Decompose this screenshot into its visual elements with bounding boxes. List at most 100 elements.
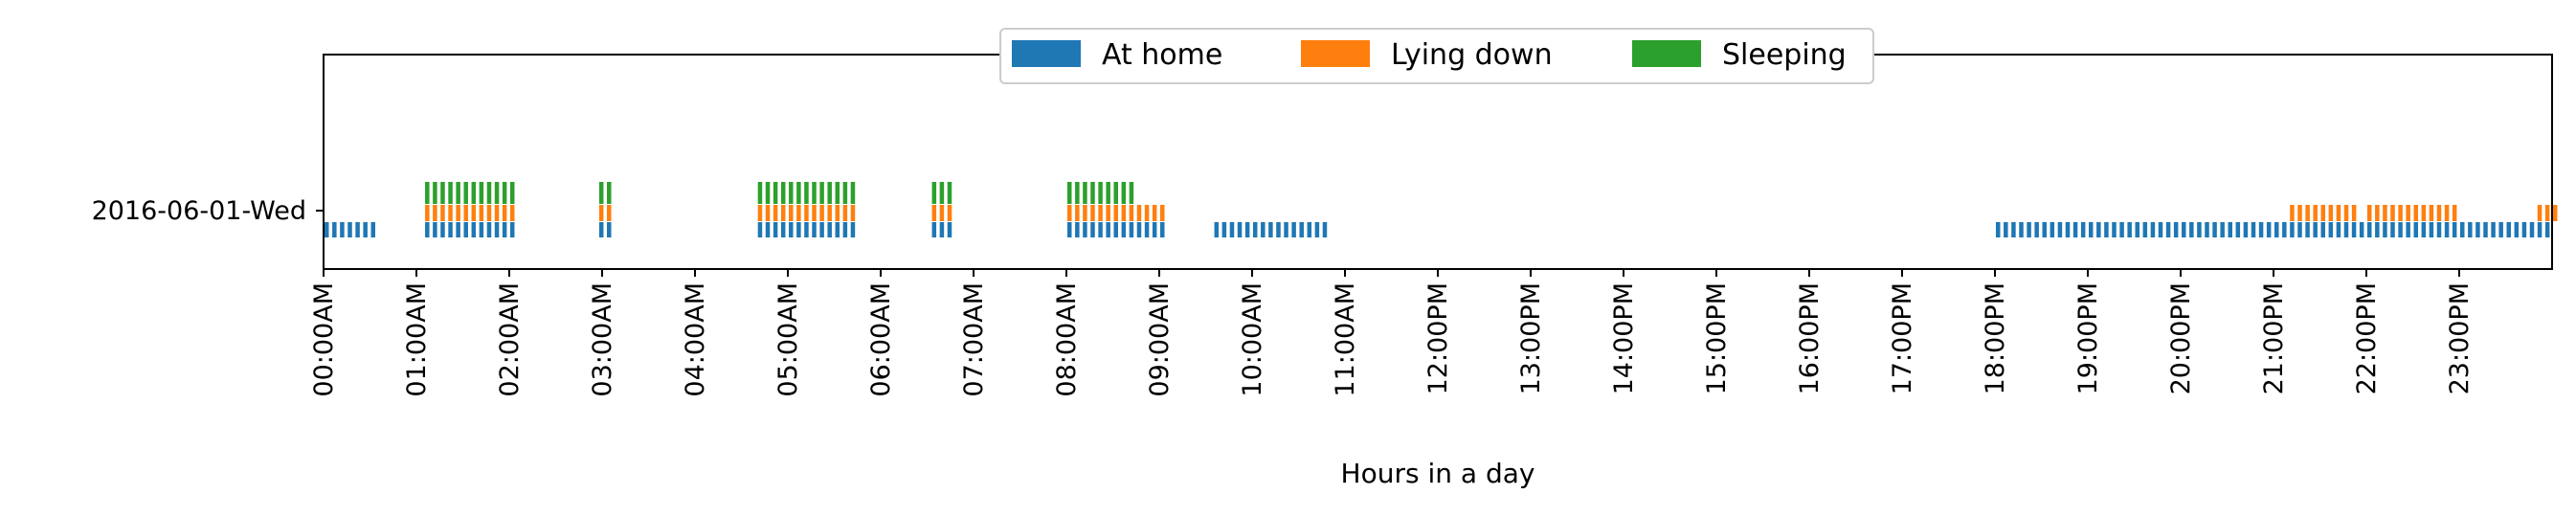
sample-mark bbox=[1229, 222, 1235, 237]
sample-mark bbox=[2383, 222, 2387, 237]
sample-mark bbox=[494, 222, 500, 237]
sample-mark bbox=[827, 182, 832, 204]
sample-mark bbox=[819, 205, 824, 221]
sample-mark bbox=[2421, 222, 2427, 237]
sample-mark bbox=[2351, 222, 2357, 237]
sample-mark bbox=[1075, 222, 1080, 237]
sample-mark bbox=[1160, 205, 1165, 221]
sample-mark bbox=[931, 182, 937, 204]
sample-mark bbox=[780, 182, 786, 204]
sample-mark bbox=[947, 205, 952, 221]
sample-mark bbox=[1160, 222, 1165, 237]
sample-mark bbox=[598, 205, 604, 221]
sample-mark bbox=[425, 182, 430, 204]
series-at-home bbox=[325, 222, 2550, 237]
x-tick-label: 14:00PM bbox=[1609, 282, 1639, 394]
x-tick-label: 21:00PM bbox=[2259, 282, 2289, 394]
sample-mark bbox=[931, 205, 937, 221]
sample-mark bbox=[363, 222, 368, 237]
sample-mark bbox=[1291, 222, 1296, 237]
sample-mark bbox=[1113, 205, 1118, 221]
sample-mark bbox=[1144, 222, 1150, 237]
sample-mark bbox=[939, 182, 945, 204]
sample-mark bbox=[2413, 205, 2418, 221]
sample-mark bbox=[2444, 205, 2450, 221]
sample-mark bbox=[433, 182, 437, 204]
sample-mark bbox=[1129, 205, 1134, 221]
sample-mark bbox=[1261, 222, 1266, 237]
sample-mark bbox=[325, 222, 329, 237]
sample-mark bbox=[2065, 222, 2071, 237]
x-tick-label: 12:00PM bbox=[1423, 282, 1453, 394]
sample-mark bbox=[2212, 222, 2217, 237]
x-tick-label: 09:00AM bbox=[1145, 282, 1175, 397]
x-tick-label: 04:00AM bbox=[681, 282, 710, 397]
sample-mark bbox=[2413, 222, 2418, 237]
sample-mark bbox=[433, 205, 437, 221]
sample-mark bbox=[607, 182, 612, 204]
sample-mark bbox=[939, 205, 945, 221]
sample-mark bbox=[2313, 205, 2318, 221]
x-tick-label: 19:00PM bbox=[2073, 282, 2103, 394]
sample-mark bbox=[1284, 222, 1288, 237]
sample-mark bbox=[1268, 222, 1273, 237]
legend-item: At home bbox=[1012, 38, 1222, 72]
sample-mark bbox=[850, 182, 856, 204]
sample-mark bbox=[2004, 222, 2008, 237]
sample-mark bbox=[598, 222, 604, 237]
sample-mark bbox=[486, 182, 492, 204]
sample-mark bbox=[1106, 182, 1110, 204]
sample-mark bbox=[796, 222, 801, 237]
sample-mark bbox=[2328, 205, 2334, 221]
sample-mark bbox=[2027, 222, 2031, 237]
sample-mark bbox=[494, 182, 500, 204]
sample-mark bbox=[448, 222, 453, 237]
x-axis-title: Hours in a day bbox=[1341, 458, 1535, 489]
sample-mark bbox=[2444, 222, 2450, 237]
sample-mark bbox=[2305, 205, 2310, 221]
sample-mark bbox=[2165, 222, 2171, 237]
sample-mark bbox=[502, 222, 507, 237]
sample-mark bbox=[812, 222, 817, 237]
sample-mark bbox=[463, 205, 468, 221]
sample-mark bbox=[1136, 205, 1142, 221]
sample-mark bbox=[440, 182, 445, 204]
sample-mark bbox=[796, 182, 801, 204]
sample-mark bbox=[1067, 182, 1072, 204]
sample-mark bbox=[819, 182, 824, 204]
sample-mark bbox=[2328, 222, 2334, 237]
legend-label: At home bbox=[1102, 38, 1222, 72]
sample-mark bbox=[804, 222, 809, 237]
sample-mark bbox=[2150, 222, 2156, 237]
sample-mark bbox=[2398, 205, 2403, 221]
sample-mark bbox=[2375, 205, 2380, 221]
sample-mark bbox=[1090, 222, 1095, 237]
sample-mark bbox=[355, 222, 360, 237]
sample-mark bbox=[486, 205, 492, 221]
sample-mark bbox=[850, 222, 856, 237]
sample-mark bbox=[2544, 205, 2550, 221]
sample-mark bbox=[1121, 205, 1127, 221]
sample-mark bbox=[804, 205, 809, 221]
sample-mark bbox=[2313, 222, 2318, 237]
sample-mark bbox=[2290, 222, 2295, 237]
sample-mark bbox=[2197, 222, 2202, 237]
sample-mark bbox=[1090, 182, 1095, 204]
sample-mark bbox=[765, 205, 771, 221]
sample-mark bbox=[1067, 222, 1072, 237]
sample-mark bbox=[2320, 222, 2325, 237]
sample-mark bbox=[463, 222, 468, 237]
sample-mark bbox=[2142, 222, 2148, 237]
sample-mark bbox=[1307, 222, 1312, 237]
sample-mark bbox=[835, 182, 840, 204]
x-tick-label: 13:00PM bbox=[1516, 282, 1546, 394]
sample-mark bbox=[1221, 222, 1227, 237]
sample-mark bbox=[448, 205, 453, 221]
sample-mark bbox=[2460, 222, 2465, 237]
sample-mark bbox=[819, 222, 824, 237]
legend-label: Sleeping bbox=[1722, 38, 1847, 72]
sample-mark bbox=[2220, 222, 2225, 237]
sample-mark bbox=[1276, 222, 1281, 237]
x-tick-label: 17:00PM bbox=[1888, 282, 1917, 394]
sample-mark bbox=[2475, 222, 2480, 237]
